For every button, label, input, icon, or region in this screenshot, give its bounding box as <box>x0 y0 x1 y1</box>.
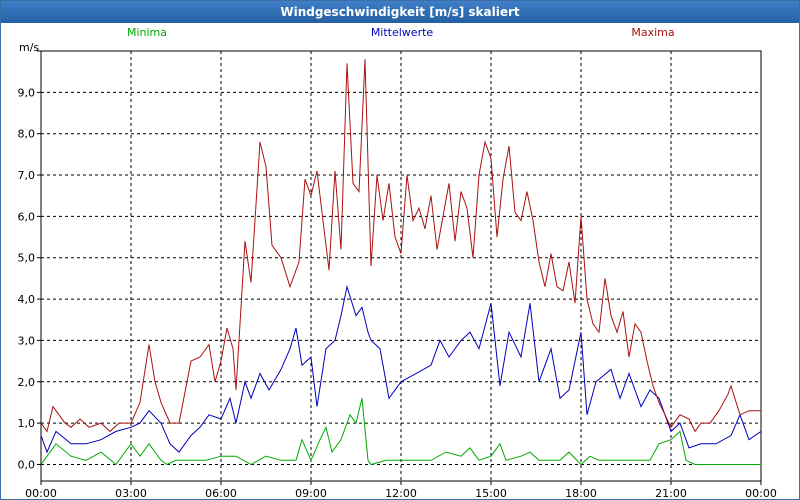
window-title: Windgeschwindigkeit [m/s] skaliert <box>1 1 799 23</box>
x-tick-time: 15:00 <box>475 487 507 499</box>
y-tick-label: 3,0 <box>18 334 36 347</box>
series-line-minima <box>40 398 761 466</box>
series-line-maxima <box>40 59 761 433</box>
series-line-mittelwerte <box>40 284 762 454</box>
legend-mittelwerte: Mittelwerte <box>371 26 434 39</box>
x-axis: 00:0018.06.1203:0018.06.1206:0018.06.120… <box>25 481 777 499</box>
y-tick-label: 5,0 <box>18 252 36 265</box>
y-tick-label: 8,0 <box>18 128 36 141</box>
y-tick-label: 1,0 <box>18 417 36 430</box>
y-tick-label: 2,0 <box>18 376 36 389</box>
y-tick-label: 4,0 <box>18 293 36 306</box>
y-tick-label: 6,0 <box>18 210 36 223</box>
series-lines <box>40 59 762 466</box>
legend-maxima: Maxima <box>631 26 674 39</box>
legend-minima: Minima <box>127 26 167 39</box>
x-tick-time: 06:00 <box>205 487 237 499</box>
x-tick-time: 03:00 <box>115 487 147 499</box>
y-tick-label: 9,0 <box>18 86 36 99</box>
y-unit-label: m/s <box>19 41 39 54</box>
x-tick-time: 12:00 <box>385 487 417 499</box>
y-tick-label: 0,0 <box>18 458 36 471</box>
wind-speed-chart: 0,0 1,0 2,0 3,0 4,0 5,0 6,0 7,0 8,0 9,0 00:0018.0… <box>18 26 777 499</box>
x-tick-time: 21:00 <box>655 487 687 499</box>
y-tick-label: 7,0 <box>18 169 36 182</box>
x-tick-time: 09:00 <box>295 487 327 499</box>
x-tick-time: 18:00 <box>565 487 597 499</box>
x-tick-time: 00:00 <box>25 487 57 499</box>
x-tick-time: 00:00 <box>745 487 777 499</box>
plot-area <box>40 50 762 482</box>
y-axis: 0,0 1,0 2,0 3,0 4,0 5,0 6,0 7,0 8,0 9,0 <box>18 50 41 471</box>
